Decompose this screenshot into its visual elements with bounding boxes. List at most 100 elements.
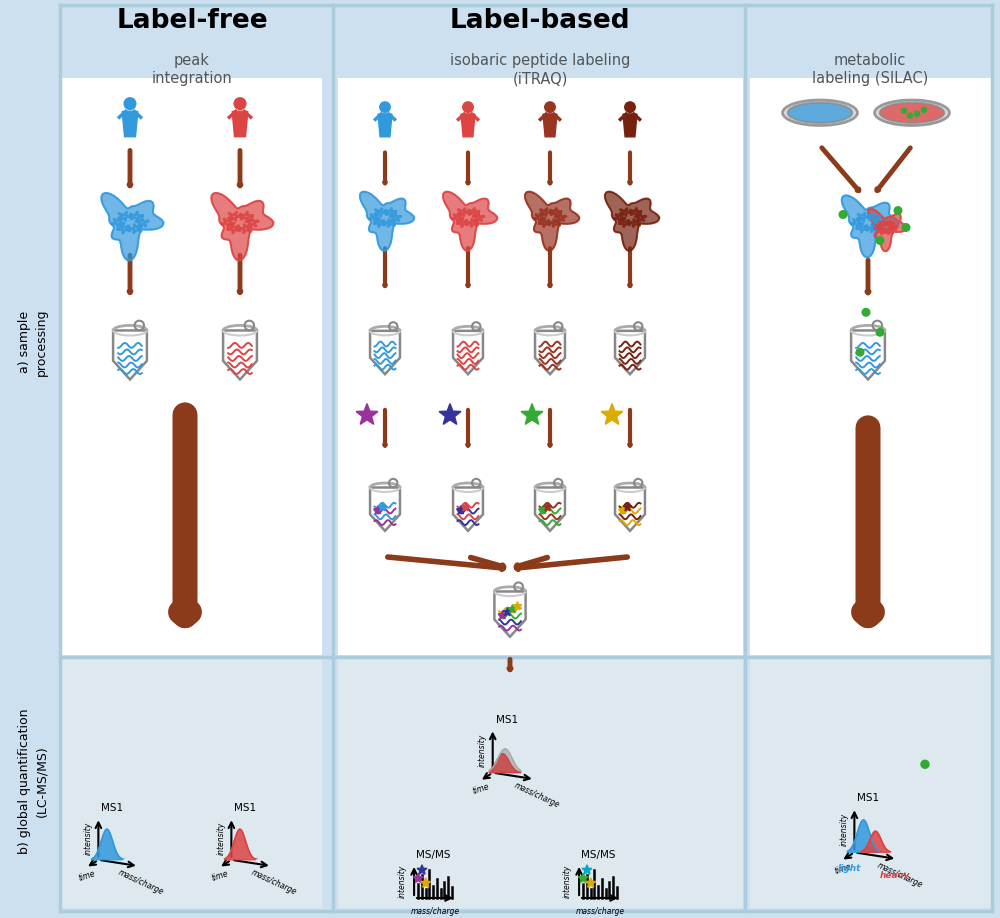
Text: mass/charge: mass/charge bbox=[876, 860, 924, 890]
Circle shape bbox=[921, 107, 926, 112]
Polygon shape bbox=[539, 506, 547, 514]
Ellipse shape bbox=[880, 103, 944, 123]
Polygon shape bbox=[113, 330, 147, 379]
Polygon shape bbox=[615, 487, 645, 531]
Text: b) global quantification
(LC-MS/MS): b) global quantification (LC-MS/MS) bbox=[18, 709, 48, 854]
FancyBboxPatch shape bbox=[338, 78, 743, 655]
Polygon shape bbox=[605, 192, 659, 251]
Circle shape bbox=[894, 207, 902, 214]
FancyBboxPatch shape bbox=[750, 658, 992, 908]
Polygon shape bbox=[443, 192, 497, 251]
Text: intensity: intensity bbox=[563, 865, 572, 898]
Circle shape bbox=[902, 224, 910, 231]
Circle shape bbox=[380, 102, 390, 112]
FancyBboxPatch shape bbox=[62, 78, 322, 655]
Text: intensity: intensity bbox=[398, 865, 407, 898]
Polygon shape bbox=[513, 601, 522, 610]
Polygon shape bbox=[545, 114, 555, 119]
Circle shape bbox=[124, 98, 136, 109]
Text: time: time bbox=[78, 868, 97, 883]
Polygon shape bbox=[521, 404, 543, 424]
Text: intensity: intensity bbox=[216, 822, 225, 856]
Polygon shape bbox=[125, 111, 135, 118]
Polygon shape bbox=[453, 330, 483, 375]
Polygon shape bbox=[211, 193, 273, 261]
Polygon shape bbox=[461, 114, 475, 137]
Polygon shape bbox=[122, 858, 124, 860]
Polygon shape bbox=[494, 591, 526, 637]
Polygon shape bbox=[370, 487, 400, 531]
Polygon shape bbox=[625, 114, 635, 119]
Circle shape bbox=[234, 98, 246, 109]
Polygon shape bbox=[360, 192, 414, 251]
Text: intensity: intensity bbox=[839, 813, 848, 846]
Polygon shape bbox=[543, 503, 552, 511]
Polygon shape bbox=[847, 820, 879, 852]
Polygon shape bbox=[378, 503, 387, 511]
Ellipse shape bbox=[875, 100, 949, 126]
Polygon shape bbox=[374, 506, 382, 514]
Polygon shape bbox=[535, 487, 565, 531]
Text: Label-based: Label-based bbox=[450, 8, 630, 34]
FancyBboxPatch shape bbox=[338, 658, 743, 908]
Circle shape bbox=[839, 211, 847, 218]
Text: time: time bbox=[471, 782, 491, 796]
Polygon shape bbox=[225, 829, 255, 860]
Polygon shape bbox=[232, 111, 248, 137]
Circle shape bbox=[463, 102, 473, 112]
Polygon shape bbox=[255, 858, 257, 860]
FancyBboxPatch shape bbox=[62, 658, 322, 908]
Circle shape bbox=[856, 349, 864, 356]
Polygon shape bbox=[503, 608, 512, 616]
FancyBboxPatch shape bbox=[750, 78, 992, 655]
Circle shape bbox=[876, 329, 884, 336]
Polygon shape bbox=[461, 503, 470, 511]
Text: mass/charge: mass/charge bbox=[250, 868, 298, 897]
Polygon shape bbox=[879, 851, 882, 852]
Polygon shape bbox=[439, 404, 461, 424]
Polygon shape bbox=[623, 114, 637, 137]
Text: isobaric peptide labeling
(iTRAQ): isobaric peptide labeling (iTRAQ) bbox=[450, 53, 630, 86]
Text: MS1: MS1 bbox=[857, 793, 880, 803]
Ellipse shape bbox=[788, 103, 852, 123]
Text: mass/charge: mass/charge bbox=[117, 868, 165, 897]
Polygon shape bbox=[378, 114, 392, 137]
Circle shape bbox=[901, 108, 906, 113]
Text: peak
integration: peak integration bbox=[152, 53, 232, 86]
Text: intensity: intensity bbox=[83, 822, 92, 856]
Text: a) sample
processing: a) sample processing bbox=[18, 308, 48, 376]
Text: mass/charge: mass/charge bbox=[410, 907, 460, 916]
Polygon shape bbox=[508, 605, 517, 613]
Polygon shape bbox=[463, 114, 473, 119]
Text: MS1: MS1 bbox=[234, 803, 256, 813]
Ellipse shape bbox=[783, 100, 857, 126]
Text: mass/charge: mass/charge bbox=[513, 781, 561, 810]
Polygon shape bbox=[868, 209, 907, 252]
Polygon shape bbox=[525, 192, 579, 251]
Circle shape bbox=[908, 113, 912, 118]
Text: MS/MS: MS/MS bbox=[581, 850, 616, 860]
FancyBboxPatch shape bbox=[5, 5, 60, 911]
Polygon shape bbox=[413, 873, 423, 882]
Circle shape bbox=[545, 102, 555, 112]
Polygon shape bbox=[489, 749, 521, 773]
Text: Label-free: Label-free bbox=[116, 8, 268, 34]
Text: MS/MS: MS/MS bbox=[416, 850, 451, 860]
Text: intensity: intensity bbox=[478, 734, 487, 767]
Text: MS1: MS1 bbox=[101, 803, 124, 813]
Text: heavy: heavy bbox=[880, 871, 910, 880]
Polygon shape bbox=[586, 878, 596, 888]
Polygon shape bbox=[842, 196, 898, 257]
Polygon shape bbox=[101, 193, 163, 261]
Text: light: light bbox=[838, 864, 861, 873]
Polygon shape bbox=[615, 330, 645, 375]
Circle shape bbox=[921, 760, 929, 768]
Polygon shape bbox=[122, 111, 138, 137]
Polygon shape bbox=[453, 487, 483, 531]
Polygon shape bbox=[535, 330, 565, 375]
Text: mass/charge: mass/charge bbox=[575, 907, 625, 916]
Circle shape bbox=[914, 111, 920, 117]
Polygon shape bbox=[92, 829, 122, 860]
Polygon shape bbox=[489, 754, 521, 773]
Polygon shape bbox=[543, 114, 557, 137]
